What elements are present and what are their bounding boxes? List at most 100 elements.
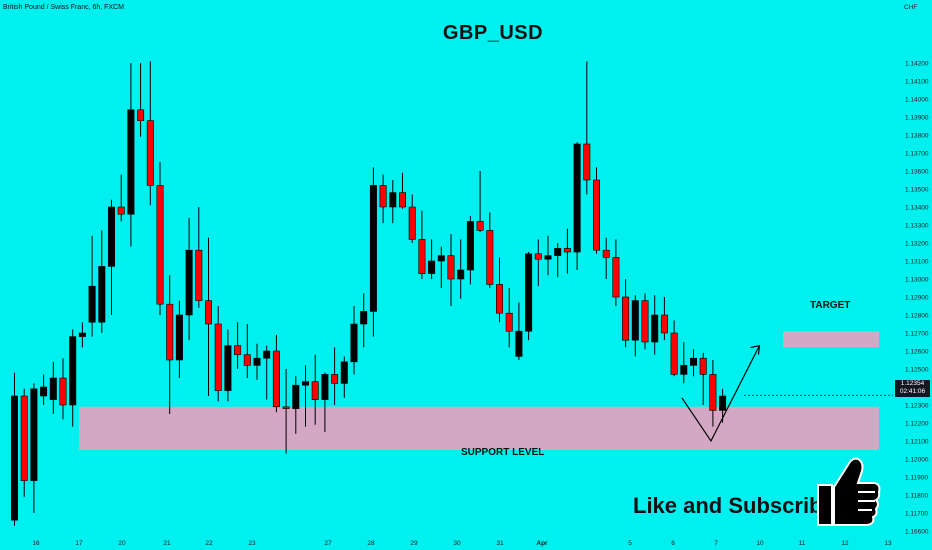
candle-body [11,395,19,521]
candle-body [457,269,465,280]
candle-body [127,109,135,215]
candle-body [282,406,290,409]
candle-body [69,336,77,406]
candle-body [263,350,271,359]
candle-body [137,109,145,121]
candle-body [243,354,251,366]
x-tick-label: 16 [32,540,40,547]
candle-body [205,300,213,325]
y-tick-label: 1.12900 [905,295,929,302]
x-tick-label: 10 [756,540,764,547]
y-tick-label: 1.12700 [905,331,929,338]
y-tick-label: 1.13300 [905,223,929,230]
candle-body [389,192,397,208]
candle-body [515,330,523,357]
y-tick-label: 1.12600 [905,349,929,356]
current-price: 1.12354 [900,380,925,387]
x-tick-label: 5 [628,540,632,547]
candle-body [214,323,222,391]
candle-body [117,206,125,215]
chart-title-text: GBP_USD [442,22,544,44]
candle-body [418,239,426,274]
y-tick-label: 1.12200 [905,421,929,428]
candle-body [428,260,436,274]
y-tick-label: 1.12800 [905,313,929,320]
candle-body [331,374,339,384]
candle-body [311,381,319,400]
candle-body [554,248,562,256]
candle-body [631,300,639,341]
projection-path [681,345,760,443]
candle-body [486,230,494,285]
candle-body [495,284,503,314]
candle-body [272,350,280,408]
x-tick-label: 28 [367,540,375,547]
candle-body [719,395,727,411]
target-label: TARGET [810,300,851,311]
y-tick-label: 1.12300 [905,403,929,410]
x-tick-label: 22 [205,540,213,547]
y-tick-label: 1.11700 [905,511,928,518]
candle-body [340,361,348,384]
candle-body [670,332,678,375]
y-tick-label: 1.12500 [905,367,929,374]
x-tick-label: 27 [324,540,332,547]
y-tick-label: 1.11800 [905,493,928,500]
chart-title: GBP_USD [0,22,932,45]
current-price-tag: 1.12354 02:41:06 [895,380,930,397]
candle-body [156,185,164,305]
candle-body [321,374,329,400]
candle-body [602,249,610,258]
candle-body [108,206,116,267]
x-tick-label: 21 [163,540,171,547]
support-level-label: SUPPORT LEVEL [461,447,545,458]
y-tick-label: 1.13000 [905,277,929,284]
candle-body [30,388,38,481]
candle-body [59,377,67,406]
x-tick-label: 12 [841,540,849,547]
candle-body [49,377,57,400]
candle-body [175,314,183,361]
y-tick-label: 1.14200 [905,61,929,68]
symbol-label: British Pound / Swiss Franc, 6h, FXCM [3,4,124,11]
candle-body [369,185,377,312]
candle-body [224,345,232,391]
candle-body [88,285,96,323]
y-tick-label: 1.14100 [905,79,929,86]
candle-body [641,300,649,343]
candle-body [573,143,581,253]
x-tick-label: 11 [799,540,806,547]
y-tick-label: 1.11900 [905,475,928,482]
candle-body [660,314,668,334]
candle-body [292,384,300,409]
x-tick-label: 13 [884,540,892,547]
candle-body [195,249,203,301]
candle-body [583,143,591,181]
candle-body [146,120,154,186]
candle-body [447,255,455,280]
candle-body [350,323,358,363]
x-tick-label: 23 [248,540,256,547]
support-zone [79,406,879,450]
candle-body [534,253,542,260]
candle-body [166,303,174,361]
y-tick-label: 1.13200 [905,241,929,248]
candle-body [98,266,106,323]
y-tick-label: 1.13900 [905,115,929,122]
x-tick-label: 20 [118,540,126,547]
y-tick-label: 1.12100 [905,439,929,446]
thumbs-up-icon [817,457,881,526]
candle-body [78,332,86,337]
candle-body [234,345,242,355]
candle-body [680,365,688,375]
target-zone [783,331,879,348]
candle-body [525,253,533,332]
candle-body [360,311,368,325]
y-tick-label: 1.13100 [905,259,929,266]
candle-body [185,249,193,316]
candle-body [398,192,406,208]
candle-body [437,255,445,262]
candle-body [253,357,261,366]
